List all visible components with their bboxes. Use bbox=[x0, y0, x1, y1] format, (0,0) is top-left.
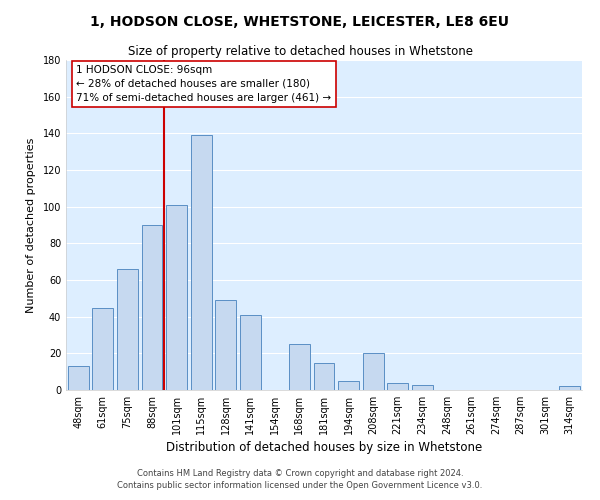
Text: 1 HODSON CLOSE: 96sqm
← 28% of detached houses are smaller (180)
71% of semi-det: 1 HODSON CLOSE: 96sqm ← 28% of detached … bbox=[76, 65, 331, 103]
Bar bbox=[68, 366, 89, 390]
Bar bbox=[314, 362, 334, 390]
Bar bbox=[215, 300, 236, 390]
Text: 1, HODSON CLOSE, WHETSTONE, LEICESTER, LE8 6EU: 1, HODSON CLOSE, WHETSTONE, LEICESTER, L… bbox=[91, 15, 509, 29]
Bar bbox=[166, 205, 187, 390]
Bar bbox=[412, 384, 433, 390]
Bar bbox=[92, 308, 113, 390]
Text: Contains HM Land Registry data © Crown copyright and database right 2024.
Contai: Contains HM Land Registry data © Crown c… bbox=[118, 468, 482, 490]
Bar bbox=[142, 225, 163, 390]
Bar bbox=[338, 381, 359, 390]
Bar bbox=[362, 354, 383, 390]
Bar bbox=[191, 135, 212, 390]
Bar bbox=[289, 344, 310, 390]
Y-axis label: Number of detached properties: Number of detached properties bbox=[26, 138, 35, 312]
Bar bbox=[387, 382, 408, 390]
Bar bbox=[117, 269, 138, 390]
Bar bbox=[240, 315, 261, 390]
X-axis label: Distribution of detached houses by size in Whetstone: Distribution of detached houses by size … bbox=[166, 441, 482, 454]
Bar bbox=[559, 386, 580, 390]
Text: Size of property relative to detached houses in Whetstone: Size of property relative to detached ho… bbox=[128, 45, 473, 58]
